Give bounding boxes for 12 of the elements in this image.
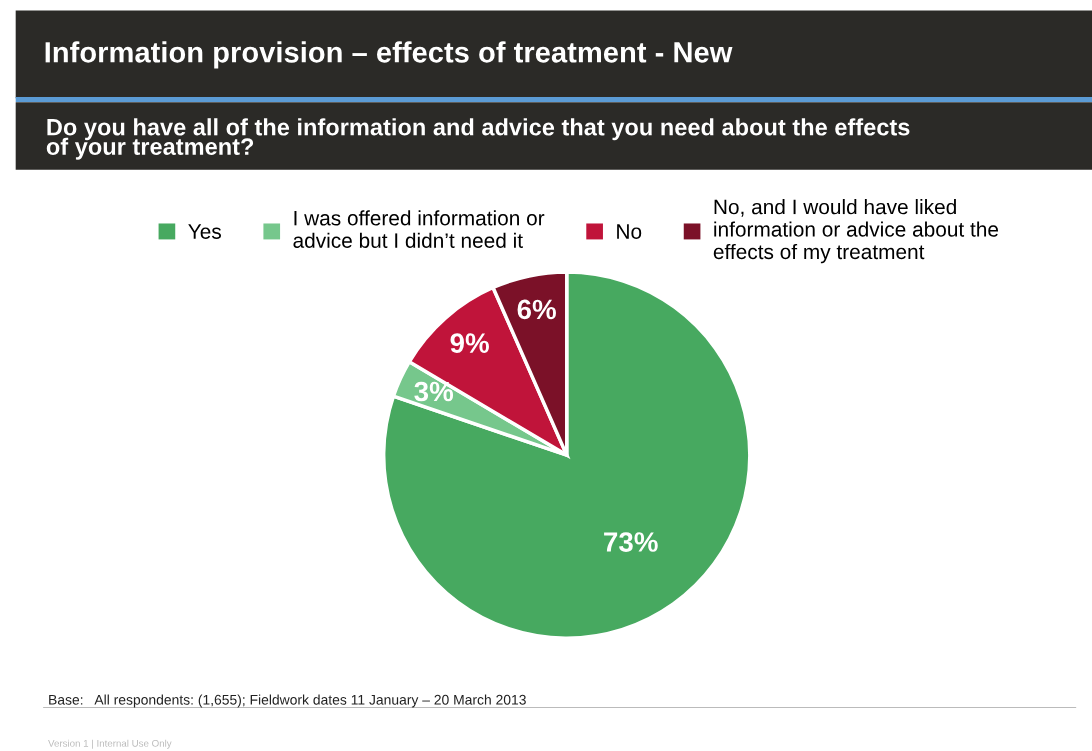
data-label: 3% [414,381,454,402]
legend-label: I was offered information or advice but I didn’t need it [293,210,545,248]
data-label: 73% [604,532,658,552]
legend-label: Yes [188,224,221,239]
text: Version 1 | Internal Use Only [48,739,172,749]
data-label: 9% [450,333,489,353]
text: Base: All respondents: (1,655); Fieldwork dates 11 January – 20 March 2013 [49,694,526,708]
chart-subtitle: Do you have all of the information and advice that you need about the effects of your treatment? [46,118,910,160]
chart-title: Information provision – effects of treatment - New [45,41,733,69]
data-label: 6% [517,299,556,320]
legend-label: No, and I would have liked information or advice about the effects of my treatment [713,198,999,264]
legend-label: No [617,224,642,239]
